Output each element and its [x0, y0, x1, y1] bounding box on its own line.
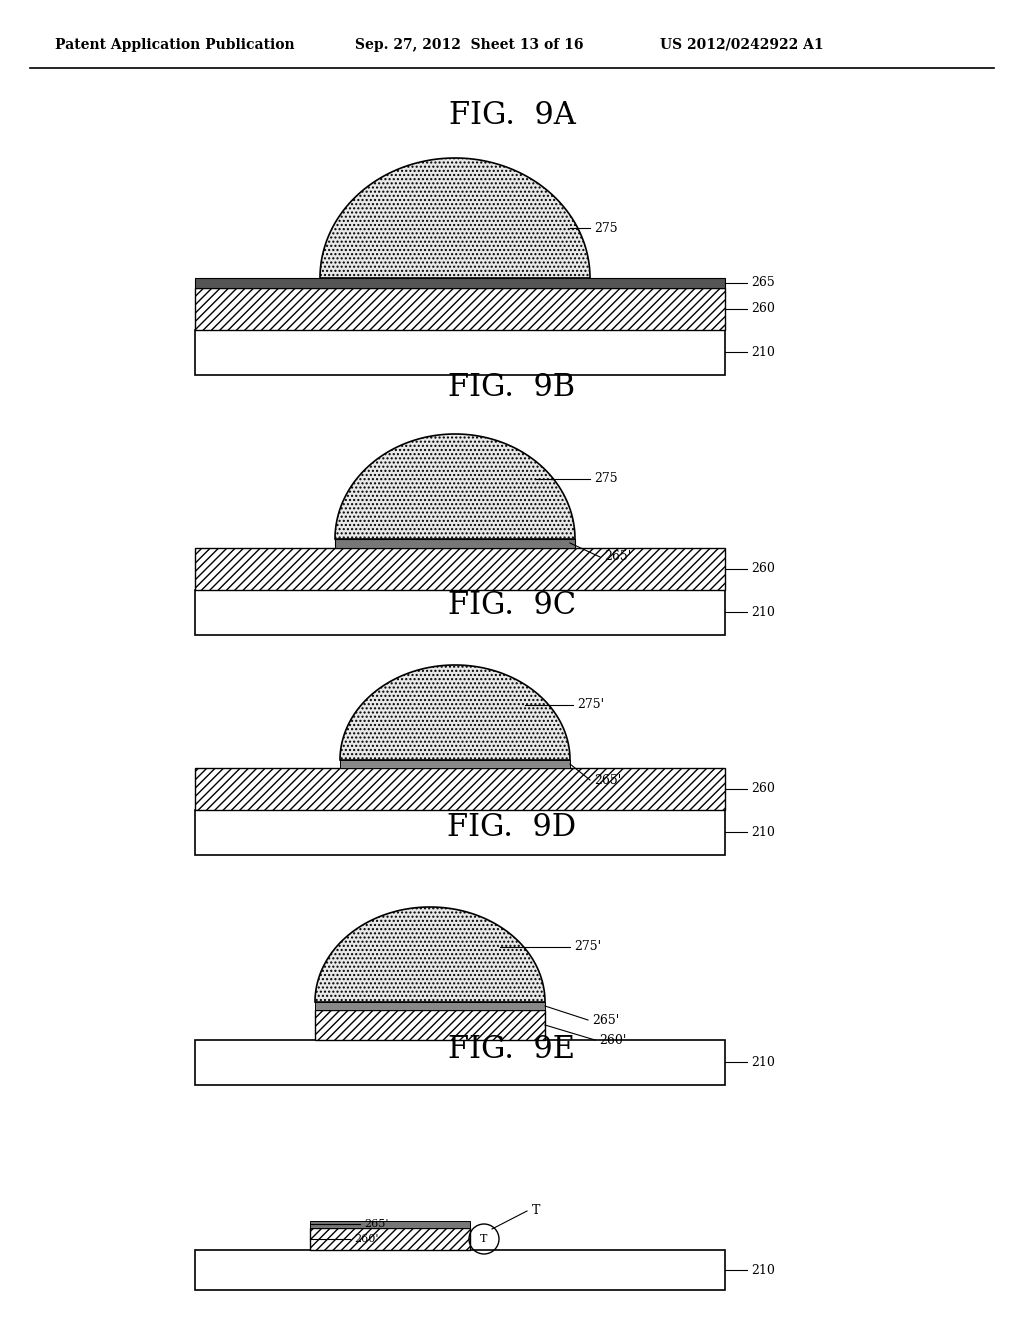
Text: 210: 210: [751, 1263, 775, 1276]
Text: FIG.  9D: FIG. 9D: [447, 812, 577, 842]
Text: 260: 260: [751, 783, 775, 796]
Text: 260: 260: [751, 302, 775, 315]
Bar: [195, 330, 725, 375]
Bar: [195, 810, 725, 855]
Text: 275': 275': [577, 698, 604, 711]
Text: FIG.  9C: FIG. 9C: [447, 590, 577, 620]
Text: 265': 265': [594, 774, 622, 787]
Bar: [195, 768, 725, 810]
Text: Sep. 27, 2012  Sheet 13 of 16: Sep. 27, 2012 Sheet 13 of 16: [355, 38, 584, 51]
Text: 260': 260': [354, 1234, 379, 1243]
Bar: [315, 1010, 545, 1040]
Bar: [195, 288, 725, 330]
Text: T: T: [532, 1204, 541, 1217]
Text: 275': 275': [574, 940, 601, 953]
Text: 260: 260: [751, 562, 775, 576]
Text: 265': 265': [604, 550, 631, 564]
Text: 260': 260': [599, 1034, 627, 1047]
Polygon shape: [315, 907, 545, 1002]
Bar: [195, 1040, 725, 1085]
Bar: [310, 1221, 470, 1228]
Text: 265': 265': [364, 1218, 388, 1229]
Text: 275: 275: [594, 222, 617, 235]
Polygon shape: [335, 434, 575, 539]
Bar: [195, 548, 725, 590]
Text: 210: 210: [751, 825, 775, 838]
Text: T: T: [480, 1234, 487, 1243]
Bar: [310, 1228, 470, 1250]
Text: 265': 265': [592, 1014, 620, 1027]
Polygon shape: [319, 158, 590, 279]
Text: FIG.  9E: FIG. 9E: [449, 1035, 575, 1065]
Text: FIG.  9A: FIG. 9A: [449, 99, 575, 131]
Bar: [315, 1002, 545, 1010]
Text: 210: 210: [751, 606, 775, 619]
Text: 275: 275: [594, 473, 617, 486]
Text: 210: 210: [751, 346, 775, 359]
Text: 265: 265: [751, 276, 775, 289]
Text: Patent Application Publication: Patent Application Publication: [55, 38, 295, 51]
Bar: [195, 1250, 725, 1290]
Text: US 2012/0242922 A1: US 2012/0242922 A1: [660, 38, 823, 51]
Bar: [195, 590, 725, 635]
Text: 210: 210: [751, 1056, 775, 1068]
Bar: [335, 539, 575, 548]
Bar: [340, 760, 570, 768]
Bar: [195, 279, 725, 288]
Polygon shape: [340, 665, 570, 760]
Text: FIG.  9B: FIG. 9B: [449, 372, 575, 404]
